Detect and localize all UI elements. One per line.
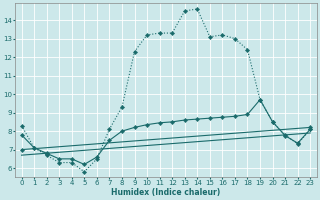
X-axis label: Humidex (Indice chaleur): Humidex (Indice chaleur): [111, 188, 220, 197]
